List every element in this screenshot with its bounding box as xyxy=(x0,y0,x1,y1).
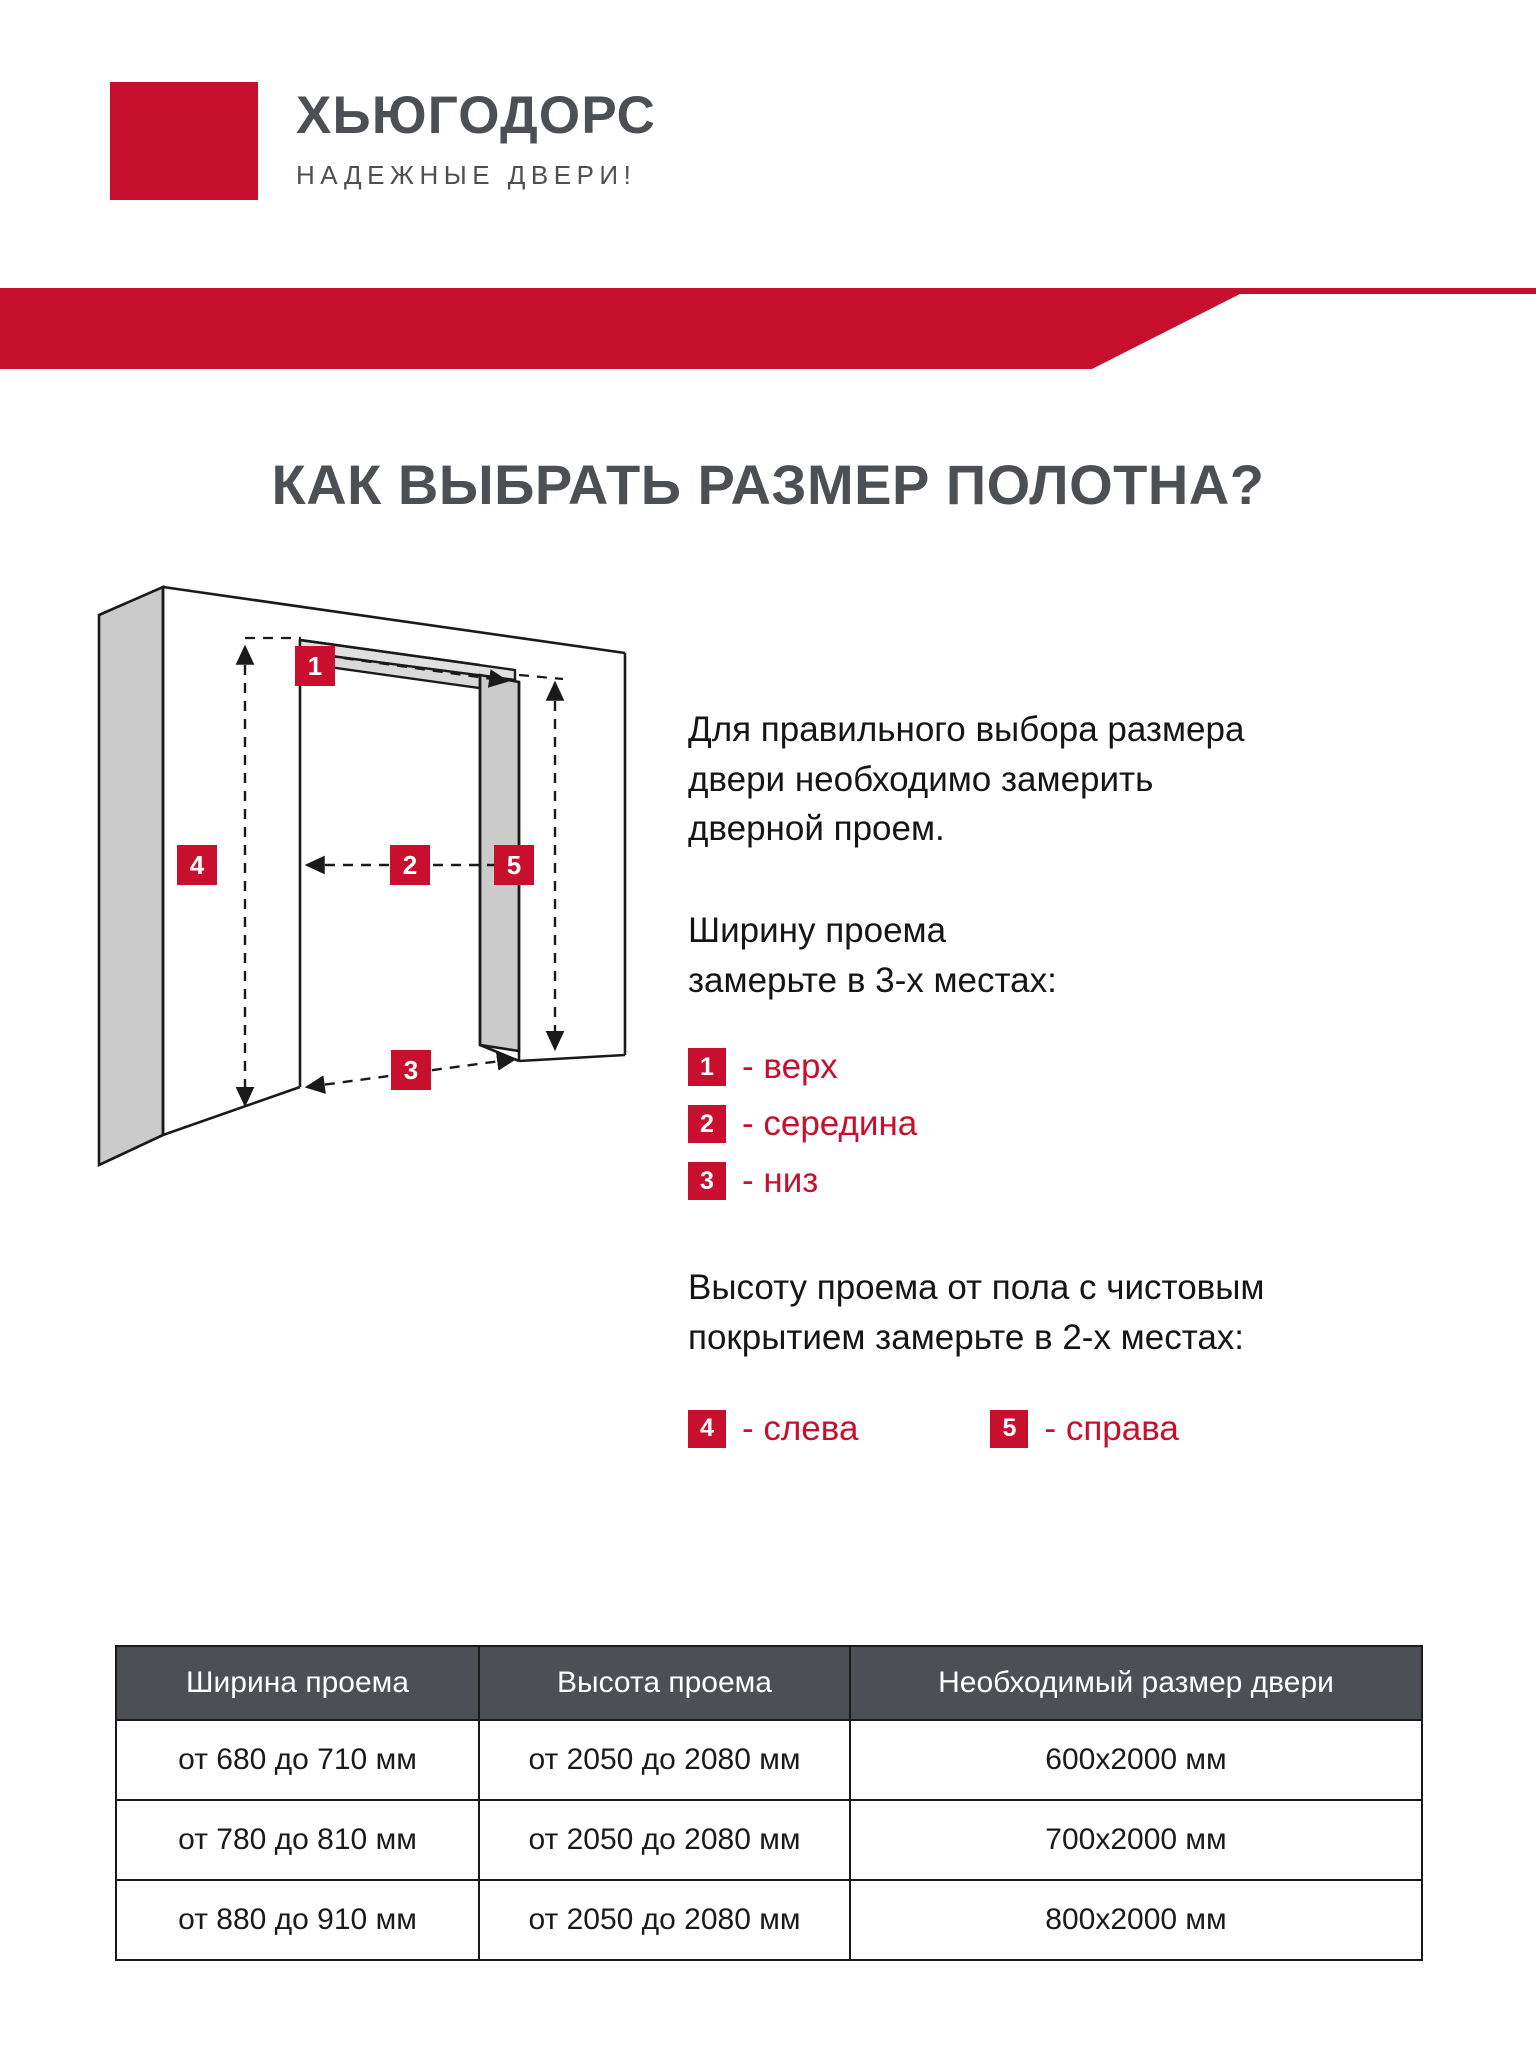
logo-text-group: ХЬЮГОДОРС НАДЕЖНЫЕ ДВЕРИ! xyxy=(296,82,656,191)
table-header-row: Ширина проема Высота проема Необходимый … xyxy=(115,1645,1423,1721)
cell-width: от 780 до 810 мм xyxy=(115,1799,480,1881)
table-header-width: Ширина проема xyxy=(115,1645,480,1721)
logo-mark-icon xyxy=(110,82,258,200)
legend-label-2: - середина xyxy=(742,1104,918,1144)
paragraph-spacer xyxy=(688,854,1428,906)
wall-bottom-left-edge xyxy=(98,1133,164,1167)
page-title: КАК ВЫБРАТЬ РАЗМЕР ПОЛОТНА? xyxy=(271,453,1265,516)
intro-line-1: Для правильного выбора размера xyxy=(688,710,1245,749)
diagram-marker-5: 5 xyxy=(494,845,534,885)
legend-item-2: 2 - середина xyxy=(688,1104,1428,1144)
table-header-height: Высота проема xyxy=(478,1645,851,1721)
intro-paragraph: Для правильного выбора размера двери нео… xyxy=(688,705,1428,854)
height-line-1: Высоту проема от пола с чистовым xyxy=(688,1268,1265,1308)
table-row: от 880 до 910 мм от 2050 до 2080 мм 800х… xyxy=(115,1879,1423,1961)
diagram-marker-4: 4 xyxy=(177,845,217,885)
page-header: ХЬЮГОДОРС НАДЕЖНЫЕ ДВЕРИ! xyxy=(0,0,1536,300)
intro-line-3: дверной проем. xyxy=(688,809,945,849)
cell-door-size: 600х2000 мм xyxy=(849,1719,1423,1801)
cell-door-size: 800х2000 мм xyxy=(849,1879,1423,1961)
wall-left-depth-face xyxy=(97,585,165,1168)
cell-height: от 2050 до 2080 мм xyxy=(478,1879,851,1961)
table-row: от 780 до 810 мм от 2050 до 2080 мм 700х… xyxy=(115,1799,1423,1881)
cell-width: от 680 до 710 мм xyxy=(115,1719,480,1801)
diagram-marker-2: 2 xyxy=(390,845,430,885)
cell-height: от 2050 до 2080 мм xyxy=(478,1799,851,1881)
height-legend-list: 4 - слева 5 - справа xyxy=(688,1409,1428,1449)
diagram-overlay-svg xyxy=(95,575,665,1575)
legend-item-1: 1 - верх xyxy=(688,1047,1428,1087)
width-line-1: Ширину проема xyxy=(688,911,947,951)
legend-badge-2: 2 xyxy=(688,1105,726,1144)
door-opening-diagram: 1 2 3 4 5 xyxy=(95,575,665,1575)
instructions-column: Для правильного выбора размера двери нео… xyxy=(688,705,1428,1449)
table-row: от 680 до 710 мм от 2050 до 2080 мм 600х… xyxy=(115,1719,1423,1801)
width-legend-list: 1 - верх 2 - середина 3 - низ xyxy=(688,1047,1428,1201)
width-line-2: замерьте в 3-х местах: xyxy=(688,960,1057,1000)
red-accent-band xyxy=(0,288,1536,384)
legend-badge-1: 1 xyxy=(688,1048,726,1087)
brand-tagline: НАДЕЖНЫЕ ДВЕРИ! xyxy=(296,159,637,190)
legend-label-3: - низ xyxy=(742,1161,819,1201)
legend-label-5: - справа xyxy=(1044,1408,1179,1448)
diagram-marker-3: 3 xyxy=(391,1050,431,1090)
cell-door-size: 700х2000 мм xyxy=(849,1799,1423,1881)
dimension-line-top-width xyxy=(305,646,510,688)
wall-bottom-edge-left-panel xyxy=(162,1085,301,1137)
cell-width: от 880 до 910 мм xyxy=(115,1879,480,1961)
diagram-marker-1: 1 xyxy=(295,646,335,686)
legend-badge-3: 3 xyxy=(688,1162,726,1201)
legend-label-1: - верх xyxy=(742,1047,838,1087)
door-size-table: Ширина проема Высота проема Необходимый … xyxy=(115,1645,1423,1961)
brand-name: ХЬЮГОДОРС xyxy=(296,86,657,145)
legend-item-3: 3 - низ xyxy=(688,1161,1428,1201)
wall-top-edge xyxy=(162,585,626,655)
width-instruction-paragraph: Ширину проема замерьте в 3-х местах: xyxy=(688,906,1428,1005)
wall-bottom-edge-right-panel xyxy=(518,1053,626,1063)
cell-height: от 2050 до 2080 мм xyxy=(478,1719,851,1801)
red-band-main-shape xyxy=(0,288,1536,369)
height-line-2: покрытием замерьте в 2-х местах: xyxy=(688,1318,1245,1358)
legend-item-5: 5 - справа xyxy=(990,1408,1179,1449)
legend-badge-5: 5 xyxy=(990,1409,1029,1448)
legend-label-4: - слева xyxy=(742,1408,859,1448)
legend-badge-4: 4 xyxy=(688,1409,726,1448)
table-header-door-size: Необходимый размер двери xyxy=(849,1645,1423,1721)
brand-logo[interactable]: ХЬЮГОДОРС НАДЕЖНЫЕ ДВЕРИ! xyxy=(110,82,656,200)
ext-line-right-top xyxy=(518,673,564,681)
height-instruction-paragraph: Высоту проема от пола с чистовым покрыти… xyxy=(688,1263,1428,1362)
legend-item-4: 4 - слева xyxy=(688,1409,858,1449)
intro-line-2: двери необходимо замерить xyxy=(688,759,1154,799)
